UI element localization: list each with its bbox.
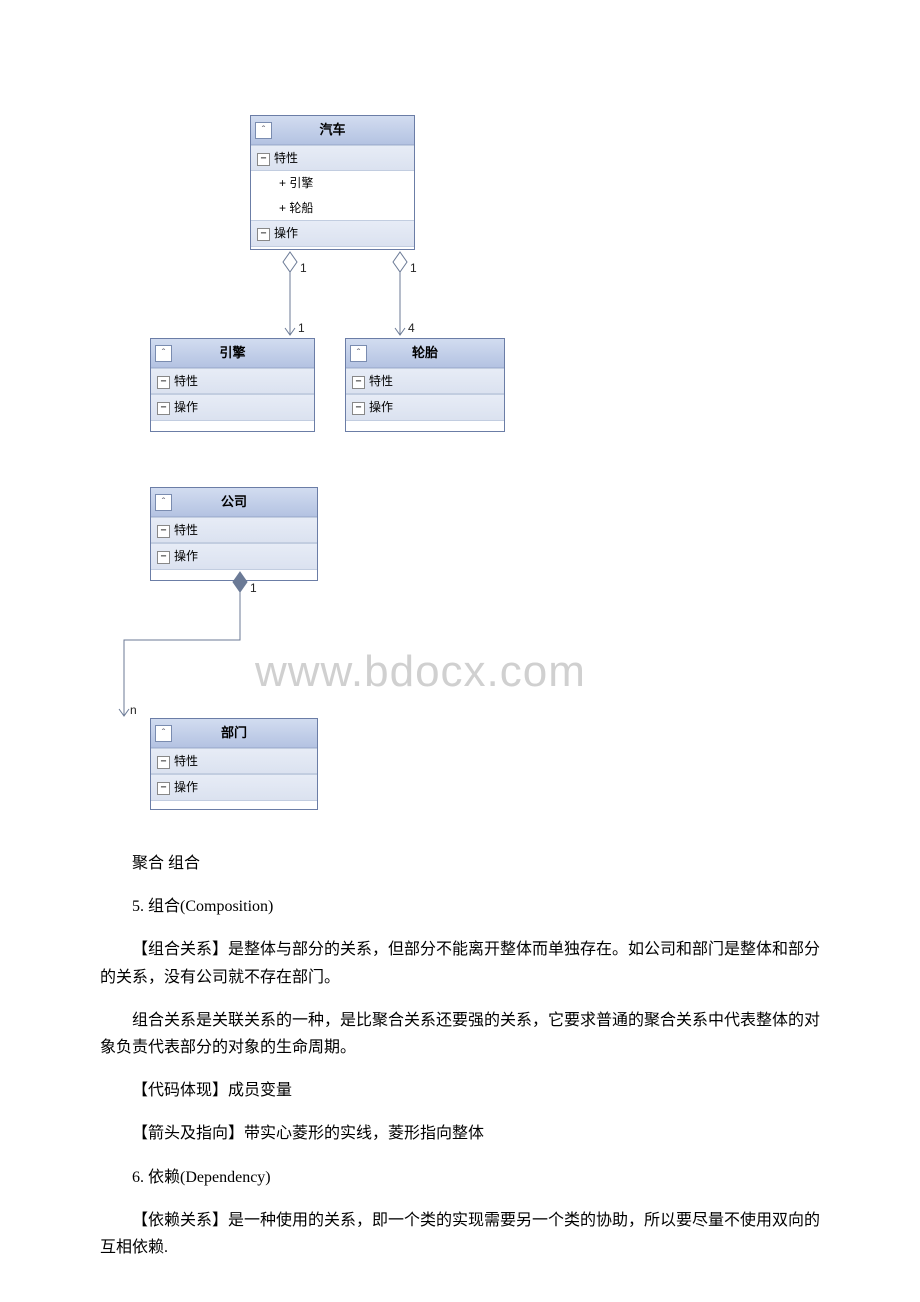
section-operations: −操作 <box>151 543 317 569</box>
uml-class-wheel: ˆ 轮胎 −特性 −操作 <box>345 338 505 432</box>
collapse-icon: ˆ <box>155 494 172 511</box>
section-properties: −特性 <box>151 517 317 543</box>
class-header: ˆ 部门 <box>151 719 317 748</box>
class-title: 公司 <box>221 494 247 509</box>
paragraph: 【代码体现】成员变量 <box>100 1077 820 1104</box>
class-attr: + 引擎 <box>251 171 414 195</box>
section-properties: −特性 <box>251 145 414 171</box>
class-attr: + 轮船 <box>251 196 414 220</box>
class-header: ˆ 汽车 <box>251 116 414 145</box>
section-properties: −特性 <box>151 748 317 774</box>
uml-class-car: ˆ 汽车 −特性 + 引擎 + 轮船 −操作 <box>250 115 415 250</box>
paragraph: 组合关系是关联关系的一种，是比聚合关系还要强的关系，它要求普通的聚合关系中代表整… <box>100 1007 820 1061</box>
minus-icon: − <box>157 525 170 538</box>
class-title: 部门 <box>221 725 247 740</box>
multiplicity: 1 <box>250 578 257 598</box>
uml-class-company: ˆ 公司 −特性 −操作 <box>150 487 318 581</box>
minus-icon: − <box>257 153 270 166</box>
body-text: 聚合 组合 5. 组合(Composition) 【组合关系】是整体与部分的关系… <box>100 850 820 1277</box>
class-header: ˆ 引擎 <box>151 339 314 368</box>
page: ˆ 汽车 −特性 + 引擎 + 轮船 −操作 ˆ 引擎 −特性 −操作 <box>0 0 920 1302</box>
minus-icon: − <box>257 228 270 241</box>
paragraph: 【依赖关系】是一种使用的关系，即一个类的实现需要另一个类的协助，所以要尽量不使用… <box>100 1207 820 1261</box>
collapse-icon: ˆ <box>155 345 172 362</box>
section-operations: −操作 <box>151 394 314 420</box>
collapse-icon: ˆ <box>350 345 367 362</box>
diagram-area: ˆ 汽车 −特性 + 引擎 + 轮船 −操作 ˆ 引擎 −特性 −操作 <box>0 0 920 840</box>
class-title: 轮胎 <box>412 345 438 360</box>
class-header: ˆ 轮胎 <box>346 339 504 368</box>
class-header: ˆ 公司 <box>151 488 317 517</box>
multiplicity: 4 <box>408 318 415 338</box>
collapse-icon: ˆ <box>255 122 272 139</box>
class-title: 汽车 <box>319 122 345 137</box>
watermark: www.bdocx.com <box>255 635 586 710</box>
section-operations: −操作 <box>251 220 414 246</box>
caption-aggregation-composition: 聚合 组合 <box>100 850 820 877</box>
minus-icon: − <box>157 402 170 415</box>
section-properties: −特性 <box>151 368 314 394</box>
uml-class-dept: ˆ 部门 −特性 −操作 <box>150 718 318 810</box>
uml-class-engine: ˆ 引擎 −特性 −操作 <box>150 338 315 432</box>
minus-icon: − <box>352 376 365 389</box>
paragraph: 【组合关系】是整体与部分的关系，但部分不能离开整体而单独存在。如公司和部门是整体… <box>100 936 820 990</box>
paragraph: 【箭头及指向】带实心菱形的实线，菱形指向整体 <box>100 1120 820 1147</box>
minus-icon: − <box>352 402 365 415</box>
multiplicity: n <box>130 700 137 720</box>
section-properties: −特性 <box>346 368 504 394</box>
section-operations: −操作 <box>151 774 317 800</box>
collapse-icon: ˆ <box>155 725 172 742</box>
minus-icon: − <box>157 782 170 795</box>
minus-icon: − <box>157 756 170 769</box>
multiplicity: 1 <box>410 258 417 278</box>
multiplicity: 1 <box>300 258 307 278</box>
minus-icon: − <box>157 551 170 564</box>
heading-dependency: 6. 依赖(Dependency) <box>100 1164 820 1191</box>
heading-composition: 5. 组合(Composition) <box>100 893 820 920</box>
class-title: 引擎 <box>219 345 245 360</box>
section-operations: −操作 <box>346 394 504 420</box>
minus-icon: − <box>157 376 170 389</box>
multiplicity: 1 <box>298 318 305 338</box>
